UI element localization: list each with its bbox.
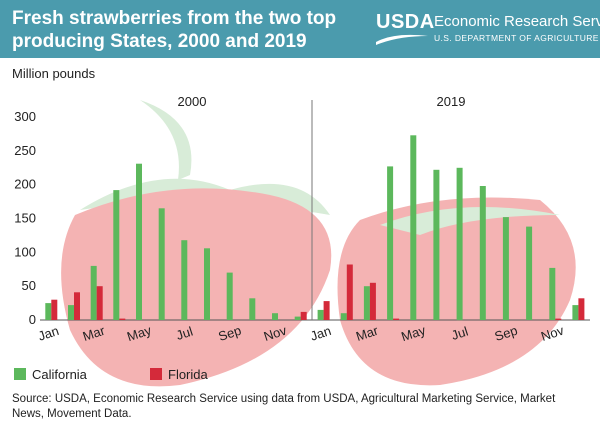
legend-swatch-florida bbox=[150, 368, 162, 380]
bar-california-2000-jun bbox=[158, 208, 165, 320]
bar-california-2019-dec bbox=[572, 305, 579, 320]
bar-florida-2019-dec bbox=[578, 298, 585, 320]
legend-item-california: California bbox=[14, 366, 87, 382]
bar-california-2000-jul bbox=[181, 240, 188, 320]
y-axis-title: Million pounds bbox=[12, 66, 96, 81]
bars bbox=[45, 135, 585, 321]
bar-florida-2019-jan bbox=[323, 301, 330, 320]
bar-florida-2000-jan bbox=[51, 299, 58, 320]
x-tick-label: Nov bbox=[262, 322, 289, 344]
bar-california-2000-feb bbox=[68, 305, 74, 320]
x-tick-label: Jul bbox=[449, 324, 470, 343]
bar-california-2019-sep bbox=[502, 217, 509, 320]
bar-florida-2000-apr bbox=[119, 318, 126, 320]
bar-florida-2000-dec bbox=[300, 311, 307, 320]
bar-california-2000-dec bbox=[294, 316, 301, 320]
y-tick-label: 300 bbox=[14, 109, 36, 124]
y-tick-label: 200 bbox=[14, 177, 36, 192]
usda-logo-text: USDA bbox=[376, 11, 435, 33]
source-note: Source: USDA, Economic Research Service … bbox=[12, 393, 556, 420]
y-tick-label: 100 bbox=[14, 244, 36, 259]
agency-name: Economic Research Service bbox=[434, 13, 600, 30]
legend-item-florida: Florida bbox=[150, 366, 208, 382]
y-tick-label: 50 bbox=[22, 278, 36, 293]
header-banner: Fresh strawberries from the two top prod… bbox=[0, 0, 600, 58]
axes bbox=[40, 100, 590, 321]
bar-california-2019-oct bbox=[526, 226, 533, 320]
x-tick-label: Sep bbox=[493, 323, 520, 344]
x-tick-label: Jul bbox=[174, 324, 195, 343]
y-tick-label: 250 bbox=[14, 143, 36, 158]
bar-california-2000-sep bbox=[226, 272, 233, 320]
chart-title: Fresh strawberries from the two top prod… bbox=[12, 8, 337, 52]
panel-label: 2000 bbox=[178, 94, 207, 109]
y-tick-label: 150 bbox=[14, 211, 36, 226]
bar-california-2019-feb bbox=[340, 313, 347, 320]
legend-label-florida: Florida bbox=[168, 366, 208, 382]
y-tick-label: 0 bbox=[29, 312, 36, 327]
bar-california-2019-apr bbox=[387, 166, 394, 320]
usda-swoosh-icon bbox=[376, 34, 428, 45]
strawberry-stem-left bbox=[140, 100, 192, 180]
strawberry-background-art bbox=[61, 100, 576, 387]
x-tick-label: May bbox=[399, 322, 427, 344]
bar-florida-2019-mar bbox=[369, 282, 376, 320]
bar-florida-2019-feb bbox=[346, 264, 353, 320]
strawberry-body-left bbox=[61, 188, 332, 387]
bar-florida-2000-feb bbox=[74, 292, 80, 320]
bar-california-2000-oct bbox=[249, 298, 256, 320]
bar-california-2019-nov bbox=[549, 267, 556, 320]
labels: 0 50 100 150 200 250 300 2000 Jan Mar May Jul Sep Nov… bbox=[14, 94, 566, 344]
bar-california-2000-apr bbox=[113, 190, 120, 320]
x-tick-label: Nov bbox=[539, 322, 566, 344]
bar-california-2000-mar bbox=[90, 265, 97, 320]
bar-florida-2019-apr bbox=[393, 318, 400, 320]
bar-florida-2000-mar bbox=[96, 286, 103, 320]
bar-california-2000-nov bbox=[272, 313, 278, 320]
legend-label-california: California bbox=[32, 366, 87, 382]
bar-california-2019-aug bbox=[479, 186, 486, 320]
bar-california-2000-may bbox=[136, 163, 142, 320]
x-tick-label: Jan bbox=[308, 323, 333, 344]
bar-florida-2019-nov bbox=[555, 318, 562, 320]
department-name: U.S. DEPARTMENT OF AGRICULTURE bbox=[434, 33, 599, 43]
bar-california-2019-jul bbox=[456, 167, 463, 321]
bar-california-2019-mar bbox=[363, 286, 370, 320]
bar-california-2019-may bbox=[410, 135, 417, 320]
bar-california-2019-jun bbox=[433, 169, 440, 320]
bar-california-2019-jan bbox=[317, 309, 324, 320]
bar-california-2000-jan bbox=[45, 303, 52, 320]
x-tick-label: May bbox=[125, 322, 153, 344]
x-tick-label: Jan bbox=[36, 323, 61, 344]
legend-swatch-california bbox=[14, 368, 26, 380]
strawberry-leaf-right bbox=[380, 207, 560, 235]
bar-california-2000-aug bbox=[204, 248, 210, 320]
x-tick-label: Sep bbox=[216, 323, 243, 344]
panel-label: 2019 bbox=[437, 94, 466, 109]
usda-ers-logo: USDA Economic Research Service U.S. DEPA… bbox=[372, 8, 600, 50]
x-tick-label: Mar bbox=[81, 323, 108, 344]
x-tick-label: Mar bbox=[354, 323, 381, 344]
